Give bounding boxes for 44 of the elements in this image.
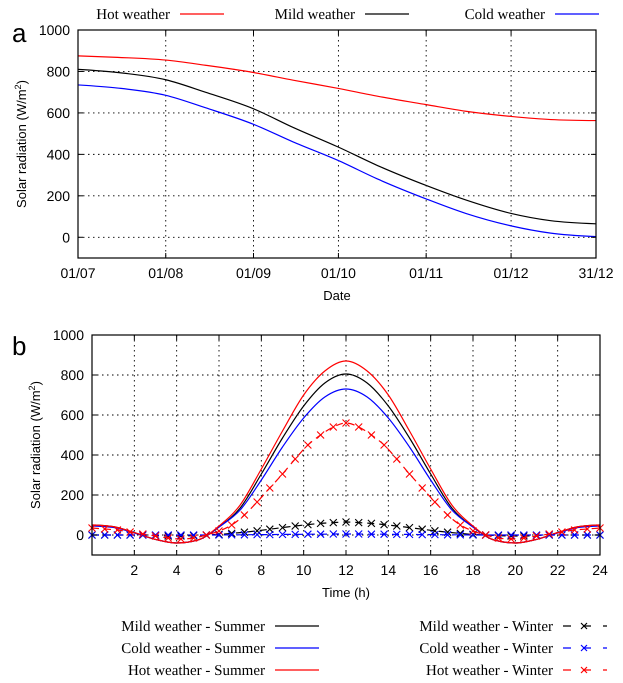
x-tick-label: 12 xyxy=(338,562,354,578)
x-tick-label: 01/09 xyxy=(236,265,272,281)
legend-label: Hot weather - Winter xyxy=(426,663,553,679)
y-tick-label: 1000 xyxy=(38,22,70,38)
x-tick-label: 2 xyxy=(130,562,138,578)
y-tick-label: 200 xyxy=(46,188,70,204)
x-tick-label: 01/07 xyxy=(60,265,96,281)
x-tick-label: 01/12 xyxy=(494,265,529,281)
x-tick-label: 01/11 xyxy=(409,265,444,281)
y-tick-label: 0 xyxy=(62,229,70,246)
x-tick-label: 31/12 xyxy=(578,265,614,281)
y-tick-label: 800 xyxy=(46,63,70,80)
legend-label: Mild weather - Winter xyxy=(419,619,553,635)
legend-label: Cold weather - Summer xyxy=(121,641,265,657)
legend-label: Mild weather - Summer xyxy=(121,619,265,635)
y-tick-label: 600 xyxy=(46,104,70,121)
x-tick-label: 4 xyxy=(172,562,181,578)
y-tick-label: 0 xyxy=(76,527,84,543)
x-tick-label: 20 xyxy=(508,562,524,578)
text: b xyxy=(12,331,26,361)
y-tick-label: 200 xyxy=(60,487,84,503)
y-tick-label: 400 xyxy=(60,447,84,463)
y-tick-label: 1000 xyxy=(52,327,84,343)
y-tick-label: 400 xyxy=(46,146,70,162)
x-tick-label: 01/08 xyxy=(148,265,184,281)
x-tick-label: 10 xyxy=(296,562,312,578)
legend-label: Mild weather xyxy=(274,7,356,23)
x-tick-label: 01/10 xyxy=(320,265,356,281)
x-tick-label: 6 xyxy=(215,562,224,578)
x-tick-label: 14 xyxy=(380,562,396,578)
text: a xyxy=(12,18,27,48)
legend-label: Hot weather - Summer xyxy=(128,663,265,679)
x-tick-label: 8 xyxy=(257,562,266,578)
legend-label: Cold weather - Winter xyxy=(419,641,553,657)
x-tick-label: 22 xyxy=(550,562,566,578)
legend-label: Hot weather xyxy=(96,7,170,23)
x-tick-label: 18 xyxy=(465,562,481,578)
y-tick-label: 800 xyxy=(60,367,84,383)
x-tick-label: 16 xyxy=(422,562,439,578)
x-tick-label: 24 xyxy=(592,562,608,578)
legend-label: Cold weather xyxy=(464,7,546,23)
x-axis-title: Date xyxy=(323,288,351,303)
x-axis-title: Time (h) xyxy=(322,585,370,600)
y-tick-label: 600 xyxy=(60,407,84,423)
